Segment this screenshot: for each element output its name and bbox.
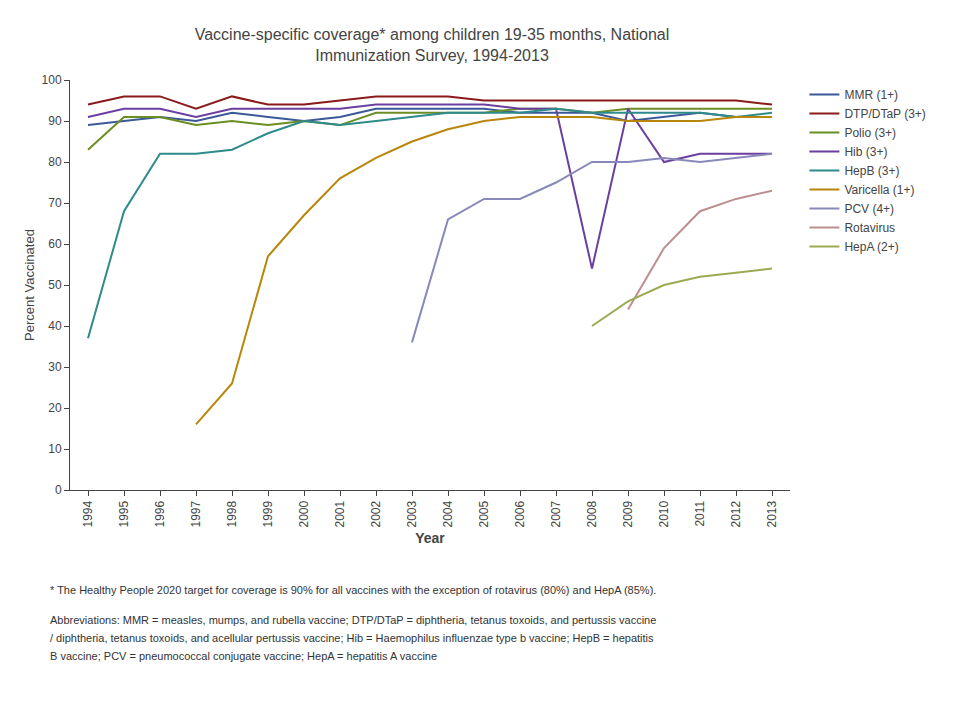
svg-text:2001: 2001 xyxy=(333,500,347,527)
svg-text:2009: 2009 xyxy=(621,500,635,527)
svg-text:0: 0 xyxy=(55,483,62,497)
svg-text:2008: 2008 xyxy=(585,500,599,527)
svg-text:HepB (3+): HepB (3+) xyxy=(844,164,899,178)
svg-text:40: 40 xyxy=(48,319,62,333)
svg-text:1995: 1995 xyxy=(117,500,131,527)
svg-text:1996: 1996 xyxy=(153,500,167,527)
svg-text:2010: 2010 xyxy=(657,500,671,527)
svg-text:2003: 2003 xyxy=(405,500,419,527)
svg-text:Varicella (1+): Varicella (1+) xyxy=(844,183,914,197)
svg-text:2011: 2011 xyxy=(693,500,707,526)
svg-text:2004: 2004 xyxy=(441,500,455,527)
svg-text:30: 30 xyxy=(48,360,62,374)
svg-text:PCV (4+): PCV (4+) xyxy=(844,202,894,216)
svg-text:/ diphtheria, tetanus toxoids,: / diphtheria, tetanus toxoids, and acell… xyxy=(50,632,654,644)
svg-text:DTP/DTaP (3+): DTP/DTaP (3+) xyxy=(844,107,925,121)
svg-text:2000: 2000 xyxy=(297,500,311,527)
svg-text:1998: 1998 xyxy=(225,500,239,527)
svg-text:20: 20 xyxy=(48,401,62,415)
svg-text:Rotavirus: Rotavirus xyxy=(844,221,895,235)
svg-text:HepA (2+): HepA (2+) xyxy=(844,240,898,254)
svg-text:2006: 2006 xyxy=(513,500,527,527)
svg-text:1997: 1997 xyxy=(189,500,203,527)
svg-text:2007: 2007 xyxy=(549,500,563,527)
svg-text:80: 80 xyxy=(48,155,62,169)
svg-text:90: 90 xyxy=(48,114,62,128)
svg-text:Hib (3+): Hib (3+) xyxy=(844,145,887,159)
svg-text:MMR (1+): MMR (1+) xyxy=(844,88,898,102)
svg-text:B vaccine; PCV = pneumococcal: B vaccine; PCV = pneumococcal conjugate … xyxy=(50,650,437,662)
svg-text:100: 100 xyxy=(42,73,62,87)
svg-text:Year: Year xyxy=(415,530,445,546)
svg-text:Abbreviations: MMR = measles,: Abbreviations: MMR = measles, mumps, and… xyxy=(50,614,656,626)
svg-text:50: 50 xyxy=(48,278,62,292)
svg-text:2005: 2005 xyxy=(477,500,491,527)
svg-text:Polio (3+): Polio (3+) xyxy=(844,126,896,140)
svg-text:2012: 2012 xyxy=(729,500,743,527)
svg-text:Vaccine-specific coverage* amo: Vaccine-specific coverage* among childre… xyxy=(195,26,670,64)
svg-text:60: 60 xyxy=(48,237,62,251)
svg-text:2002: 2002 xyxy=(369,500,383,527)
svg-text:1994: 1994 xyxy=(81,500,95,527)
svg-text:70: 70 xyxy=(48,196,62,210)
svg-text:Percent Vaccinated: Percent Vaccinated xyxy=(22,229,37,341)
svg-text:* The Healthy People 2020 targ: * The Healthy People 2020 target for cov… xyxy=(50,584,656,596)
svg-text:10: 10 xyxy=(48,442,62,456)
svg-text:1999: 1999 xyxy=(261,500,275,527)
svg-text:2013: 2013 xyxy=(765,500,779,527)
